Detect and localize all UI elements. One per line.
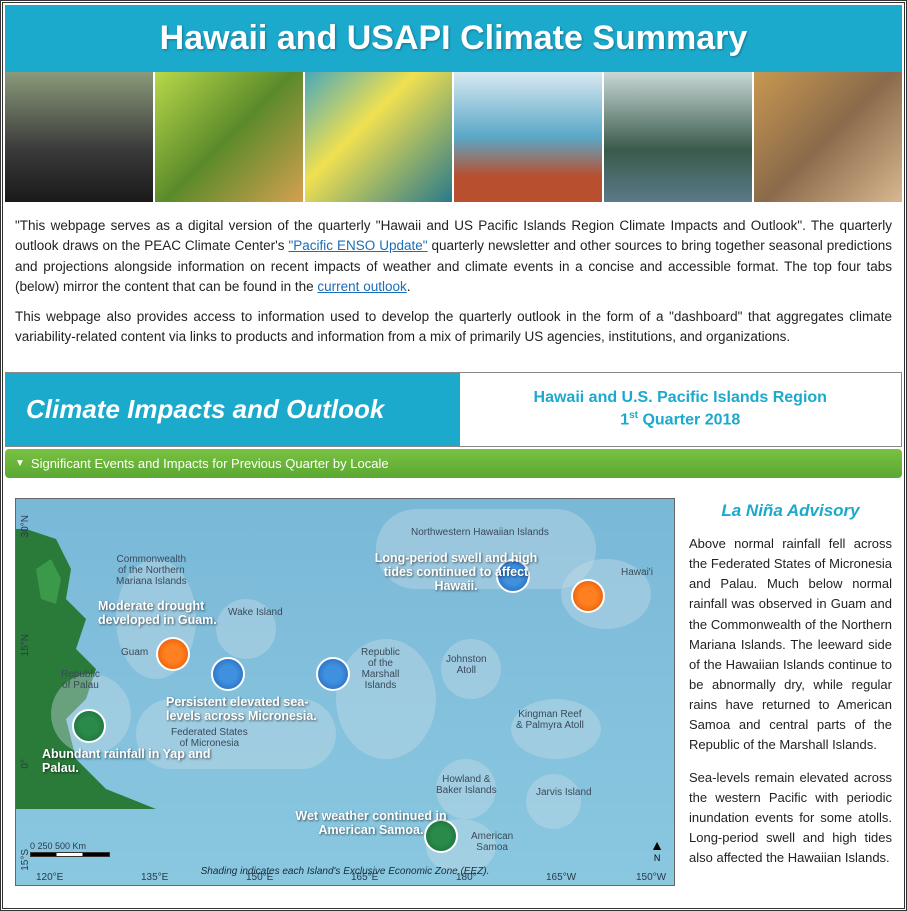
callout-swell: Long-period swell and high tides continu…: [371, 551, 541, 594]
sidebar: La Niña Advisory Above normal rainfall f…: [689, 498, 892, 886]
photo-foliage: [155, 72, 303, 202]
wave-icon: [211, 657, 245, 691]
callout-drought: Moderate drought developed in Guam.: [98, 599, 268, 628]
region-label: Hawaii and U.S. Pacific Islands Region: [474, 387, 888, 409]
section-subtitle: Hawaii and U.S. Pacific Islands Region 1…: [460, 373, 902, 446]
x-axis-165w: 165°W: [546, 872, 576, 883]
section-title: Climate Impacts and Outlook: [6, 373, 460, 446]
accordion-tab[interactable]: ▼ Significant Events and Impacts for Pre…: [5, 449, 902, 478]
scale-label: 0 250 500 Km: [30, 841, 110, 851]
intro-text: "This webpage serves as a digital versio…: [5, 202, 902, 372]
label-fsm: Federated States of Micronesia: [171, 727, 248, 749]
intro-para-1: "This webpage serves as a digital versio…: [15, 216, 892, 297]
x-axis-150w: 150°W: [636, 872, 666, 883]
map-scale: 0 250 500 Km: [30, 841, 110, 857]
label-cnmi: Commonwealth of the Northern Mariana Isl…: [116, 554, 187, 587]
label-palau: Republic of Palau: [61, 669, 100, 691]
x-axis-120e: 120°E: [36, 872, 63, 883]
y-axis-30n: 30°N: [20, 515, 31, 537]
photo-strip: [5, 72, 902, 202]
rain-icon: [72, 709, 106, 743]
eez-jarvis: [526, 774, 581, 829]
advisory-para-1: Above normal rainfall fell across the Fe…: [689, 534, 892, 756]
drought-icon: [571, 579, 605, 613]
accordion-label: Significant Events and Impacts for Previ…: [31, 456, 389, 471]
intro-text-1c: .: [407, 279, 411, 294]
shading-note: Shading indicates each Island's Exclusiv…: [201, 866, 490, 877]
section-header: Climate Impacts and Outlook Hawaii and U…: [5, 372, 902, 447]
current-outlook-link[interactable]: current outlook: [317, 279, 406, 294]
y-axis-15n: 15°N: [20, 634, 31, 656]
label-rmi: Republic of the Marshall Islands: [361, 647, 400, 691]
page-title: Hawaii and USAPI Climate Summary: [5, 19, 902, 58]
photo-solar-panel: [5, 72, 153, 202]
page-header: Hawaii and USAPI Climate Summary: [5, 5, 902, 72]
label-hawaii: Hawai'i: [621, 567, 653, 578]
intro-para-2: This webpage also provides access to inf…: [15, 307, 892, 348]
label-jarvis: Jarvis Island: [536, 787, 592, 798]
x-axis-135e: 135°E: [141, 872, 168, 883]
label-kingman: Kingman Reef & Palmyra Atoll: [516, 709, 584, 731]
label-johnston: Johnston Atoll: [446, 654, 487, 676]
quarter-year: Quarter 2018: [638, 411, 740, 428]
callout-wet: Wet weather continued in American Samoa.: [286, 809, 456, 838]
wave-icon: [316, 657, 350, 691]
quarter-num: 1: [620, 411, 629, 428]
callout-sealevel: Persistent elevated sea-levels across Mi…: [166, 695, 336, 724]
label-howland: Howland & Baker Islands: [436, 774, 497, 796]
chevron-down-icon: ▼: [15, 458, 25, 469]
callout-rainfall: Abundant rainfall in Yap and Palau.: [42, 747, 212, 776]
content-area: Northwestern Hawaiian Islands Hawai'i Co…: [5, 480, 902, 906]
scale-bar-icon: [30, 852, 110, 857]
photo-canoe: [454, 72, 602, 202]
drought-icon: [156, 637, 190, 671]
photo-reef-fish: [305, 72, 453, 202]
north-arrow-icon: ▲N: [650, 837, 664, 863]
pacific-map: Northwestern Hawaiian Islands Hawai'i Co…: [15, 498, 675, 886]
photo-children: [754, 72, 902, 202]
quarter-label: 1st Quarter 2018: [474, 409, 888, 432]
quarter-ordinal: st: [629, 410, 638, 421]
photo-mangrove: [604, 72, 752, 202]
enso-update-link[interactable]: "Pacific ENSO Update": [288, 238, 427, 253]
label-nhi: Northwestern Hawaiian Islands: [411, 527, 549, 538]
label-samoa: American Samoa: [471, 831, 513, 853]
label-guam: Guam: [121, 647, 148, 658]
advisory-para-2: Sea-levels remain elevated across the we…: [689, 768, 892, 869]
advisory-title: La Niña Advisory: [689, 498, 892, 524]
y-axis-0: 0°: [20, 759, 31, 769]
